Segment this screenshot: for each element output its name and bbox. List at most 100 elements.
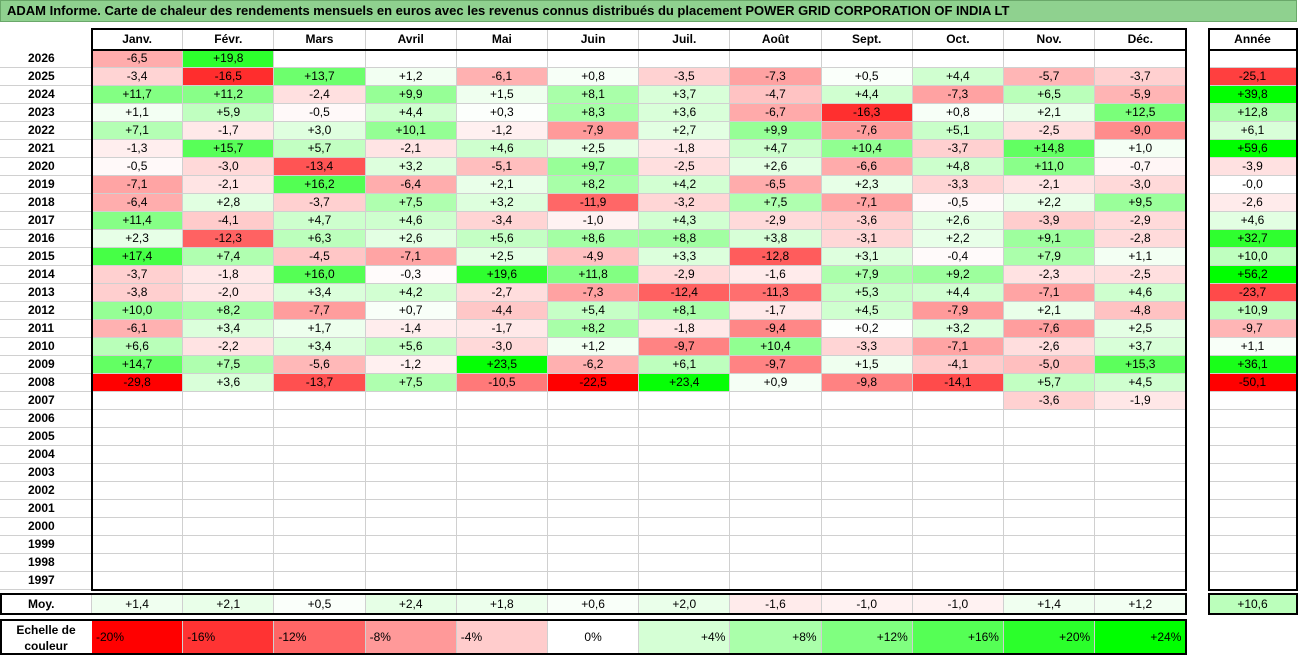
heatmap-cell — [183, 536, 275, 554]
heatmap-cell — [365, 572, 457, 590]
heatmap-cell: +11,0 — [1004, 158, 1096, 176]
heatmap-cell — [365, 554, 457, 572]
annual-cell: -3,9 — [1209, 158, 1297, 176]
heatmap-cell — [639, 446, 731, 464]
heatmap-cell: -3,3 — [821, 338, 913, 356]
report-title: ADAM Informe. Carte de chaleur des rende… — [0, 0, 1297, 22]
heatmap-cell: -2,5 — [639, 158, 731, 176]
heatmap-cell: +1,1 — [1095, 248, 1187, 266]
heatmap-cell — [548, 500, 640, 518]
heatmap-cell: +1,2 — [365, 68, 457, 86]
heatmap-cell: +10,4 — [821, 140, 913, 158]
color-scale-swatch: -4% — [456, 620, 548, 654]
heatmap-cell — [730, 50, 822, 68]
heatmap-cell: -16,5 — [183, 68, 275, 86]
heatmap-cell: -3,4 — [456, 212, 548, 230]
average-cell: +1,4 — [92, 594, 184, 614]
heatmap-cell — [548, 572, 640, 590]
heatmap-cell: -3,6 — [821, 212, 913, 230]
heatmap-cell: +8,6 — [548, 230, 640, 248]
heatmap-cell: +9,2 — [912, 266, 1004, 284]
heatmap-cell: +9,9 — [365, 86, 457, 104]
heatmap-cell: -13,7 — [274, 374, 366, 392]
heatmap-cell: +19,6 — [456, 266, 548, 284]
heatmap-cell — [821, 500, 913, 518]
heatmap-cell — [821, 554, 913, 572]
heatmap-cell — [639, 50, 731, 68]
heatmap-cell — [183, 410, 275, 428]
heatmap-cell: +0,7 — [365, 302, 457, 320]
heatmap-cell: +16,2 — [274, 176, 366, 194]
average-cell: +1,4 — [1004, 594, 1096, 614]
heatmap-cell: -14,1 — [912, 374, 1004, 392]
annual-cell: +10,0 — [1209, 248, 1297, 266]
heatmap-cell — [1095, 50, 1187, 68]
heatmap-cell: +3,1 — [821, 248, 913, 266]
heatmap-cell — [821, 518, 913, 536]
heatmap-cell: -4,8 — [1095, 302, 1187, 320]
heatmap-cell — [1004, 482, 1096, 500]
heatmap-cell: +9,9 — [730, 122, 822, 140]
annual-cell: -2,6 — [1209, 194, 1297, 212]
year-label: 2012 — [0, 302, 92, 320]
annual-cell — [1209, 428, 1297, 446]
heatmap-cell: -9,7 — [730, 356, 822, 374]
heatmap-cell: -3,7 — [1095, 68, 1187, 86]
heatmap-cell: +2,5 — [456, 248, 548, 266]
heatmap-cell — [92, 410, 184, 428]
heatmap-cell — [548, 536, 640, 554]
annual-cell: +1,1 — [1209, 338, 1297, 356]
heatmap-cell: -6,2 — [548, 356, 640, 374]
heatmap-cell: +4,3 — [639, 212, 731, 230]
color-scale-swatch: -12% — [274, 620, 366, 654]
heatmap-cell — [821, 482, 913, 500]
heatmap-cell: -12,8 — [730, 248, 822, 266]
heatmap-cell: +8,1 — [548, 86, 640, 104]
heatmap-cell — [730, 428, 822, 446]
heatmap-cell: +2,2 — [912, 230, 1004, 248]
heatmap-cell: -1,7 — [183, 122, 275, 140]
year-label: 2011 — [0, 320, 92, 338]
heatmap-cell: +3,4 — [274, 284, 366, 302]
heatmap-cell — [92, 428, 184, 446]
heatmap-cell — [456, 446, 548, 464]
heatmap-cell — [92, 536, 184, 554]
heatmap-cell — [92, 500, 184, 518]
heatmap-cell — [730, 446, 822, 464]
heatmap-cell: -6,1 — [92, 320, 184, 338]
annual-cell — [1209, 536, 1297, 554]
heatmap-cell: -0,4 — [912, 248, 1004, 266]
heatmap-cell: -16,3 — [821, 104, 913, 122]
heatmap-cell: -3,0 — [183, 158, 275, 176]
heatmap-cell — [183, 518, 275, 536]
heatmap-cell: +2,7 — [639, 122, 731, 140]
heatmap-cell — [456, 518, 548, 536]
heatmap-cell — [456, 410, 548, 428]
heatmap-cell: +4,4 — [821, 86, 913, 104]
heatmap-cell: -5,6 — [274, 356, 366, 374]
heatmap-cell — [548, 410, 640, 428]
heatmap-cell — [274, 446, 366, 464]
heatmap-cell — [912, 554, 1004, 572]
heatmap-cell: +7,5 — [730, 194, 822, 212]
heatmap-cell — [730, 572, 822, 590]
heatmap-cell: -2,8 — [1095, 230, 1187, 248]
heatmap-cell — [548, 464, 640, 482]
heatmap-cell — [456, 482, 548, 500]
heatmap-cell — [1095, 572, 1187, 590]
heatmap-cell: +6,1 — [639, 356, 731, 374]
heatmap-cell — [912, 464, 1004, 482]
heatmap-cell: +5,7 — [1004, 374, 1096, 392]
annual-cell — [1209, 410, 1297, 428]
annual-cell — [1209, 518, 1297, 536]
heatmap-cell — [274, 392, 366, 410]
average-label: Moy. — [0, 594, 92, 614]
month-header: Juin — [548, 29, 640, 50]
heatmap-cell — [1095, 518, 1187, 536]
heatmap-cell: +5,1 — [912, 122, 1004, 140]
heatmap-cell — [821, 572, 913, 590]
heatmap-cell: -2,3 — [1004, 266, 1096, 284]
heatmap-cell: -1,0 — [548, 212, 640, 230]
heatmap-cell: -2,1 — [183, 176, 275, 194]
heatmap-cell: -7,1 — [912, 338, 1004, 356]
